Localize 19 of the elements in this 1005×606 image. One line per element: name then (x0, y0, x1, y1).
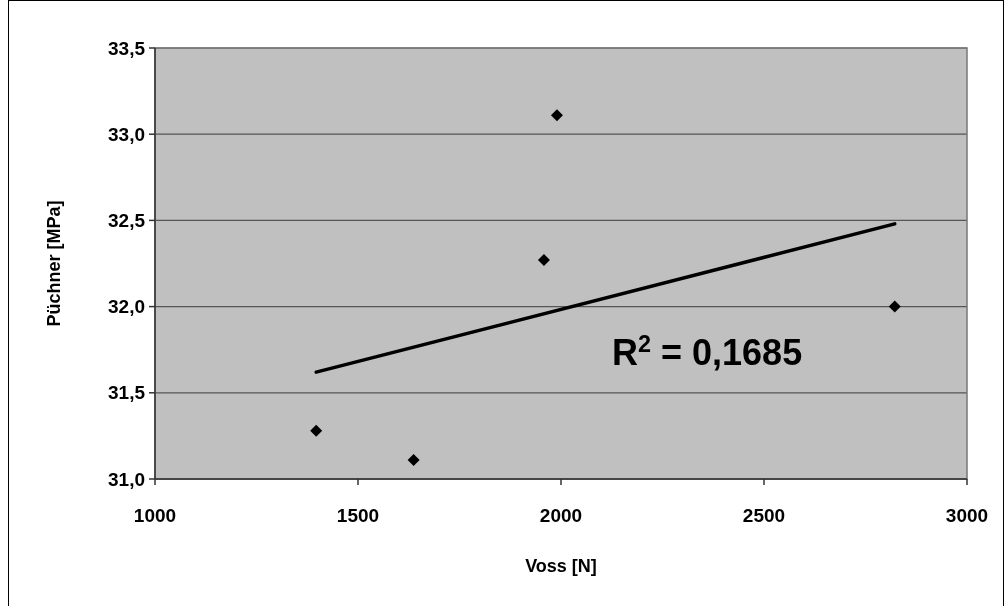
y-tick-label: 31,0 (108, 468, 145, 490)
x-tick-label: 3000 (945, 505, 989, 526)
point (310, 424, 323, 437)
x-axis-title: Voss [N] (525, 556, 597, 576)
y-tick-label: 32,5 (108, 210, 146, 232)
x-tick-label: 1000 (133, 505, 177, 526)
x-tick-label: 1500 (336, 505, 380, 526)
x-tick-label: 2500 (742, 505, 786, 526)
point (888, 300, 901, 313)
point (537, 254, 550, 267)
y-tick-label: 33,0 (108, 123, 145, 145)
y-tick-label: 31,5 (108, 382, 146, 404)
x-tick-label: 2000 (539, 505, 583, 526)
y-tick-label: 32,0 (108, 296, 145, 318)
point (550, 109, 563, 122)
point (407, 454, 420, 467)
annotation: R$^{2}$ = 0,1685 (612, 331, 803, 373)
y-tick-label: 33,5 (108, 37, 146, 59)
y-axis-title: Püchner [MPa] (44, 200, 64, 327)
